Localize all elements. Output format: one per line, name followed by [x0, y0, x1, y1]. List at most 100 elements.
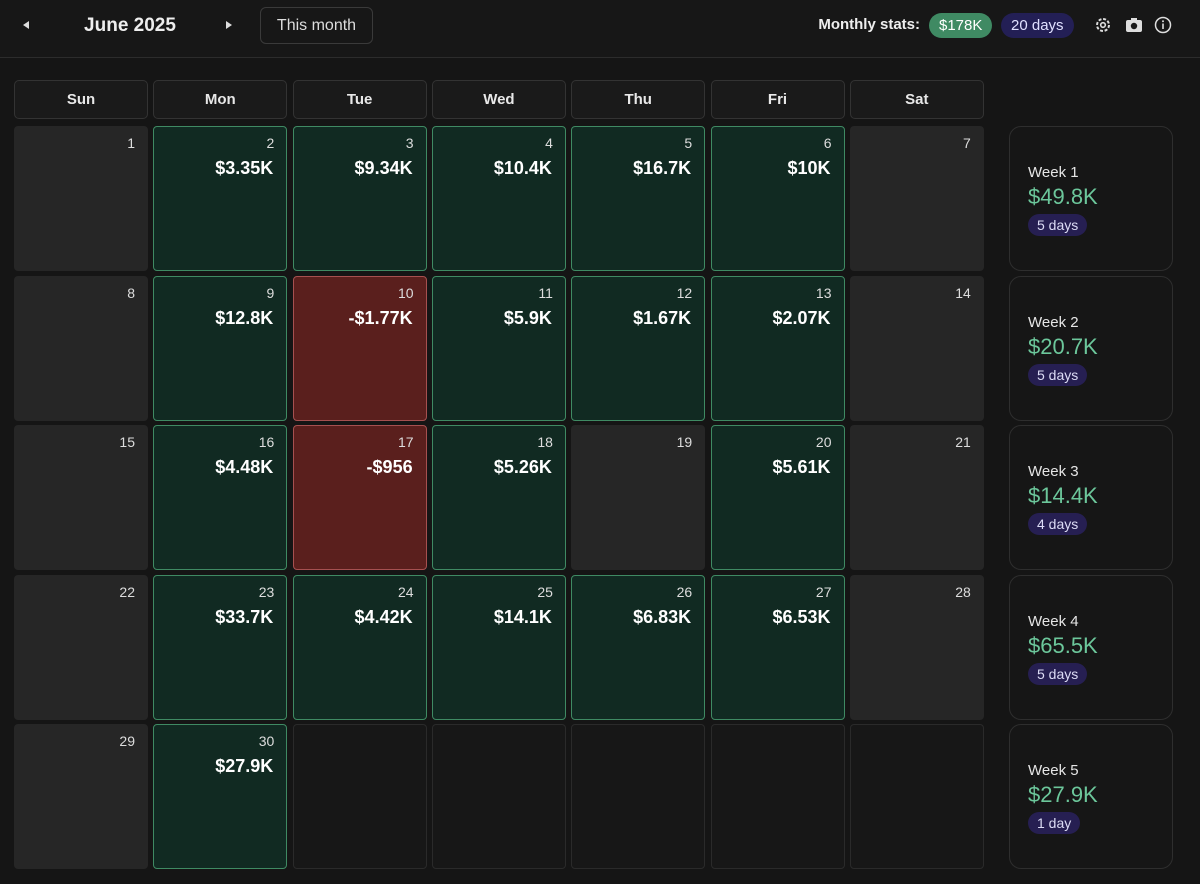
day-pnl: $1.67K — [633, 307, 692, 328]
day-number: 30 — [258, 733, 275, 749]
settings-button[interactable] — [1094, 16, 1112, 34]
week-summary: Week 3 $14.4K 4 days — [1009, 425, 1173, 570]
day-cell[interactable]: 19 — [571, 425, 706, 570]
day-number: 23 — [258, 583, 275, 600]
day-cell[interactable]: 29 — [14, 724, 148, 869]
day-cell[interactable]: 24 $4.42K — [292, 574, 427, 720]
day-pnl: -$1.77K — [348, 307, 413, 328]
day-number: 16 — [258, 434, 275, 450]
stats-total: $178K — [929, 13, 993, 38]
week-summary: Week 5 $27.9K 1 day — [1009, 724, 1173, 869]
day-pnl: $6.53K — [772, 606, 831, 627]
weekday-header: Fri — [710, 80, 845, 119]
day-pnl: $5.9K — [503, 307, 552, 328]
day-cell[interactable]: 28 — [849, 574, 984, 720]
day-pnl: -$956 — [366, 457, 413, 477]
weekday-header: Thu — [571, 80, 706, 119]
day-cell[interactable]: 17 -$956 — [292, 425, 427, 570]
day-pnl: $16.7K — [633, 158, 692, 178]
day-number: 13 — [815, 284, 832, 301]
day-cell[interactable]: 1 — [14, 126, 148, 271]
week-total: $27.9K — [1028, 782, 1098, 807]
day-pnl: $14.1K — [493, 606, 552, 627]
day-number: 24 — [398, 583, 414, 600]
day-cell[interactable]: 18 $5.26K — [431, 425, 566, 570]
week-total: $49.8K — [1028, 184, 1098, 209]
day-pnl: $6.83K — [633, 606, 692, 627]
day-cell — [431, 724, 566, 869]
day-cell[interactable]: 25 $14.1K — [431, 574, 566, 720]
week-total: $20.7K — [1028, 333, 1098, 359]
day-number: 18 — [537, 434, 553, 450]
day-number: 15 — [119, 434, 135, 450]
day-number: 1 — [127, 135, 135, 151]
day-number: 9 — [266, 284, 275, 301]
weekday-header: Tue — [292, 80, 427, 119]
week-days-count: 1 day — [1028, 812, 1081, 834]
day-number: 25 — [537, 583, 553, 600]
day-pnl: $27.9K — [215, 756, 274, 776]
day-pnl: $2.07K — [772, 307, 831, 328]
screenshot-button[interactable] — [1125, 16, 1143, 34]
day-cell[interactable]: 8 — [14, 275, 148, 421]
day-cell[interactable]: 14 — [849, 275, 984, 421]
day-pnl: $10K — [787, 158, 831, 178]
day-cell[interactable]: 20 $5.61K — [710, 425, 845, 570]
day-number: 12 — [676, 284, 693, 301]
day-pnl: $3.35K — [215, 158, 274, 178]
day-cell — [571, 724, 706, 869]
day-cell[interactable]: 3 $9.34K — [292, 126, 427, 271]
day-number: 29 — [119, 733, 135, 749]
day-cell[interactable]: 30 $27.9K — [153, 724, 288, 869]
day-pnl: $12.8K — [215, 307, 274, 328]
day-cell[interactable]: 2 $3.35K — [153, 126, 288, 271]
day-number: 28 — [955, 583, 971, 600]
day-cell[interactable]: 12 $1.67K — [571, 275, 706, 421]
day-cell[interactable]: 22 — [14, 574, 148, 720]
day-number: 2 — [266, 135, 275, 151]
day-number: 5 — [684, 135, 693, 151]
day-number: 6 — [823, 135, 832, 151]
day-number: 11 — [538, 284, 553, 301]
day-cell[interactable]: 16 $4.48K — [153, 425, 288, 570]
day-number: 10 — [398, 284, 414, 301]
weekday-header: Wed — [431, 80, 566, 119]
day-cell[interactable]: 9 $12.8K — [153, 275, 288, 421]
day-cell[interactable]: 21 — [849, 425, 984, 570]
day-cell — [292, 724, 427, 869]
next-month-button[interactable] — [221, 17, 237, 33]
this-month-button[interactable]: This month — [260, 7, 373, 44]
day-cell — [710, 724, 845, 869]
week-days-count: 5 days — [1028, 363, 1088, 386]
prev-month-button[interactable] — [18, 17, 34, 33]
day-cell[interactable]: 26 $6.83K — [571, 574, 706, 720]
day-number: 22 — [119, 583, 135, 600]
day-cell[interactable]: 6 $10K — [710, 126, 845, 271]
day-cell[interactable]: 15 — [14, 425, 148, 570]
day-cell[interactable]: 13 $2.07K — [710, 275, 845, 421]
day-number: 20 — [815, 434, 832, 450]
day-cell[interactable]: 4 $10.4K — [431, 126, 566, 271]
day-number: 27 — [815, 583, 832, 600]
info-button[interactable] — [1154, 16, 1172, 34]
day-cell — [849, 724, 984, 869]
week-label: Week 4 — [1028, 612, 1079, 630]
day-cell[interactable]: 5 $16.7K — [571, 126, 706, 271]
stats-days: 20 days — [1001, 13, 1074, 38]
day-cell[interactable]: 23 $33.7K — [153, 574, 288, 720]
day-cell[interactable]: 11 $5.9K — [431, 275, 566, 421]
weekday-header: Sun — [14, 80, 148, 119]
week-summary: Week 4 $65.5K 5 days — [1009, 574, 1173, 720]
day-pnl: $5.61K — [772, 457, 831, 477]
day-cell[interactable]: 27 $6.53K — [710, 574, 845, 720]
day-number: 14 — [955, 284, 971, 301]
day-cell[interactable]: 10 -$1.77K — [292, 275, 427, 421]
week-total: $14.4K — [1028, 483, 1098, 508]
week-days-count: 5 days — [1028, 662, 1088, 685]
day-cell[interactable]: 7 — [849, 126, 984, 271]
day-pnl: $33.7K — [215, 606, 274, 627]
day-pnl: $9.34K — [354, 158, 413, 178]
day-number: 26 — [676, 583, 693, 600]
week-summary: Week 1 $49.8K 5 days — [1009, 126, 1173, 271]
